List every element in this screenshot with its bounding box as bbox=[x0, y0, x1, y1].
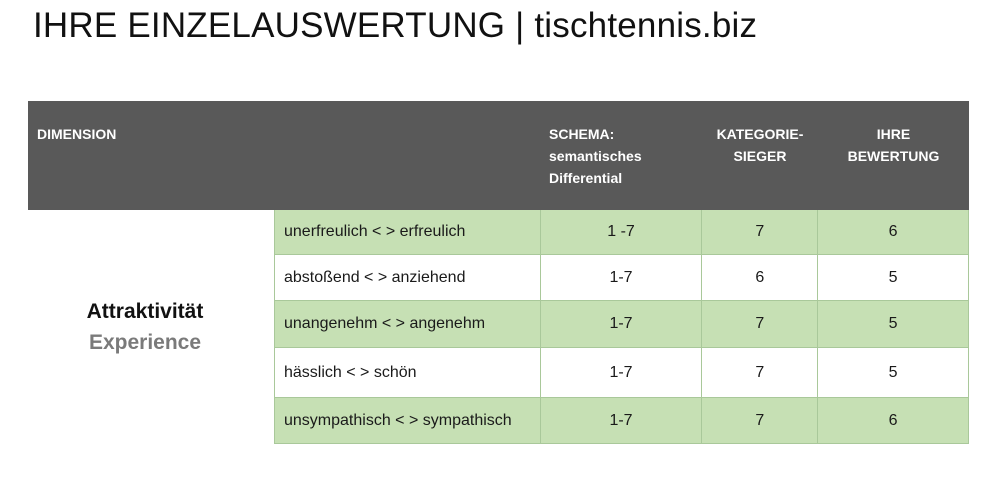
header-bewertung-line: BEWERTUNG bbox=[847, 148, 940, 164]
kategoriesieger-value: 7 bbox=[702, 210, 819, 254]
dimension-name: Attraktivität bbox=[86, 300, 204, 323]
header-schema-line: SCHEMA: bbox=[549, 126, 615, 142]
schema-value: 1-7 bbox=[541, 348, 703, 397]
evaluation-table: DIMENSION SCHEMA: semantisches Different… bbox=[28, 101, 969, 444]
kategoriesieger-value: 7 bbox=[702, 348, 819, 397]
header-bewertung-line: IHRE bbox=[876, 126, 911, 142]
bewertung-value: 6 bbox=[818, 210, 969, 254]
bewertung-value: 5 bbox=[818, 348, 969, 397]
schema-value: 1-7 bbox=[541, 301, 703, 347]
adjective-pair: unangenehm < > angenehm bbox=[275, 301, 541, 347]
header-dimension: DIMENSION bbox=[28, 101, 540, 210]
kategoriesieger-value: 7 bbox=[702, 398, 819, 443]
table-row: unangenehm < > angenehm 1-7 7 5 bbox=[274, 301, 969, 348]
schema-value: 1-7 bbox=[541, 398, 703, 443]
bewertung-value: 5 bbox=[818, 255, 969, 300]
header-bewertung: IHRE BEWERTUNG bbox=[818, 101, 969, 210]
table-header: DIMENSION SCHEMA: semantisches Different… bbox=[28, 101, 969, 210]
rating-rows: unerfreulich < > erfreulich 1 -7 7 6 abs… bbox=[274, 210, 969, 444]
header-dimension-label: DIMENSION bbox=[37, 126, 117, 142]
header-kategoriesieger-line: SIEGER bbox=[733, 148, 787, 164]
schema-value: 1-7 bbox=[541, 255, 703, 300]
dimension-subname: Experience bbox=[88, 331, 202, 354]
header-kategoriesieger: KATEGORIE- SIEGER bbox=[702, 101, 818, 210]
adjective-pair: unsympathisch < > sympathisch bbox=[275, 398, 541, 443]
adjective-pair: unerfreulich < > erfreulich bbox=[275, 210, 541, 254]
header-kategoriesieger-line: KATEGORIE- bbox=[716, 126, 804, 142]
adjective-pair: abstoßend < > anziehend bbox=[275, 255, 541, 300]
kategoriesieger-value: 6 bbox=[702, 255, 819, 300]
table-row: abstoßend < > anziehend 1-7 6 5 bbox=[274, 255, 969, 301]
schema-value: 1 -7 bbox=[541, 210, 703, 254]
table-body: Attraktivität Experience unerfreulich < … bbox=[28, 210, 969, 444]
kategoriesieger-value: 7 bbox=[702, 301, 819, 347]
header-schema: SCHEMA: semantisches Differential bbox=[540, 101, 702, 210]
page-title: IHRE EINZELAUSWERTUNG | tischtennis.biz bbox=[33, 6, 758, 45]
header-schema-line: semantisches bbox=[549, 148, 642, 164]
table-row: unsympathisch < > sympathisch 1-7 7 6 bbox=[274, 398, 969, 444]
bewertung-value: 6 bbox=[818, 398, 969, 443]
adjective-pair: hässlich < > schön bbox=[275, 348, 541, 397]
table-row: unerfreulich < > erfreulich 1 -7 7 6 bbox=[274, 210, 969, 255]
dimension-cell: Attraktivität Experience bbox=[28, 210, 274, 444]
header-schema-line: Differential bbox=[549, 170, 623, 186]
bewertung-value: 5 bbox=[818, 301, 969, 347]
table-row: hässlich < > schön 1-7 7 5 bbox=[274, 348, 969, 398]
